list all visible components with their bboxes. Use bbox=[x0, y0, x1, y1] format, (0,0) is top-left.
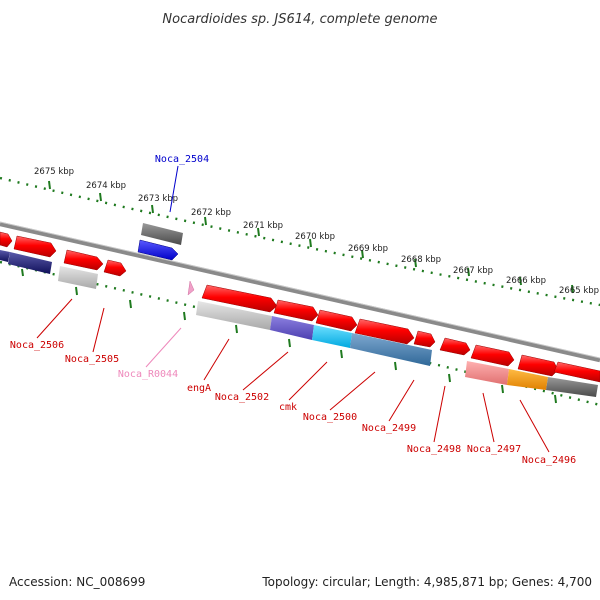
gene-label[interactable]: Noca_2500 bbox=[303, 412, 357, 423]
band-segment[interactable] bbox=[270, 316, 314, 340]
gene-arrow[interactable] bbox=[201, 284, 278, 313]
gene-arrow[interactable] bbox=[0, 231, 13, 248]
noca-2504-feature bbox=[137, 223, 183, 261]
gene-arrow[interactable] bbox=[103, 259, 127, 277]
gene-arrow[interactable] bbox=[315, 309, 358, 332]
gene-label[interactable]: Noca_2498 bbox=[407, 444, 461, 455]
band-segment[interactable] bbox=[0, 250, 10, 262]
gene-label[interactable]: engA bbox=[187, 383, 211, 394]
ruler-tick-label: 2669 kbp bbox=[348, 244, 388, 254]
leader-line bbox=[288, 361, 328, 401]
ruler-tick-label: 2675 kbp bbox=[34, 167, 74, 177]
ruler-tick-label: 2666 kbp bbox=[506, 276, 546, 286]
leader-line bbox=[145, 327, 182, 368]
accession-text: Accession: NC_008699 bbox=[9, 575, 145, 589]
gene-label[interactable]: Noca_2499 bbox=[362, 423, 416, 434]
gene-arrow[interactable] bbox=[137, 239, 179, 261]
ruler-tick-label: 2665 kbp bbox=[559, 286, 599, 296]
band-segment[interactable] bbox=[196, 301, 272, 330]
gene-arrow[interactable] bbox=[553, 361, 600, 383]
ruler-tick-label: 2672 kbp bbox=[191, 208, 231, 218]
gene-label[interactable]: Noca_2502 bbox=[215, 392, 269, 403]
leader-line bbox=[433, 385, 446, 443]
genome-summary-text: Topology: circular; Length: 4,985,871 bp… bbox=[261, 575, 592, 589]
band-segment[interactable] bbox=[58, 266, 98, 289]
gene-labels: Noca_2504 Noca_2506 Noca_2505 Noca_R0044… bbox=[10, 154, 576, 466]
gene-arrow[interactable] bbox=[354, 318, 415, 345]
band-segment[interactable] bbox=[350, 333, 432, 366]
leader-line bbox=[519, 399, 550, 453]
band-segment[interactable] bbox=[507, 369, 548, 390]
ruler-tick-label: 2671 kbp bbox=[243, 221, 283, 231]
leader-line bbox=[36, 298, 73, 339]
gene-label[interactable]: Noca_2497 bbox=[467, 444, 521, 455]
ruler-tick-labels: 2675 kbp 2674 kbp 2673 kbp 2672 kbp 2671… bbox=[34, 167, 599, 296]
gene-arrow[interactable] bbox=[470, 344, 515, 367]
genome-backbone bbox=[0, 221, 600, 363]
band-segment[interactable] bbox=[312, 325, 352, 348]
leader-line bbox=[92, 307, 105, 353]
leader-line bbox=[388, 379, 415, 422]
gene-label[interactable]: Noca_2504 bbox=[155, 154, 209, 165]
band-segment[interactable] bbox=[8, 252, 52, 274]
leader-line bbox=[482, 392, 495, 443]
gene-label[interactable]: Noca_2496 bbox=[522, 455, 576, 466]
gene-label[interactable]: Noca_2505 bbox=[65, 354, 119, 365]
ruler-tick-label: 2667 kbp bbox=[453, 266, 493, 276]
gene-arrow[interactable] bbox=[273, 299, 319, 322]
leader-lines bbox=[36, 165, 550, 453]
leader-line bbox=[169, 165, 179, 213]
leader-line bbox=[329, 371, 376, 411]
gene-arrow[interactable] bbox=[63, 249, 104, 271]
map-title: Nocardioides sp. JS614, complete genome bbox=[162, 12, 437, 27]
forward-strand-genes bbox=[0, 231, 600, 383]
band-segment[interactable] bbox=[546, 377, 598, 397]
annotation-bands bbox=[0, 250, 598, 397]
rrna-marker[interactable] bbox=[187, 280, 195, 296]
gene-box[interactable] bbox=[141, 223, 183, 245]
gene-arrow[interactable] bbox=[517, 354, 559, 377]
ruler-ticks bbox=[48, 180, 574, 294]
ruler-tick-label: 2668 kbp bbox=[401, 255, 441, 265]
leader-line bbox=[242, 351, 289, 391]
gene-arrow[interactable] bbox=[413, 330, 436, 348]
gene-label[interactable]: Noca_R0044 bbox=[118, 369, 178, 380]
inner-ticks bbox=[21, 268, 557, 404]
gene-label[interactable]: cmk bbox=[279, 402, 297, 413]
gene-arrow[interactable] bbox=[13, 235, 57, 258]
ruler-tick-label: 2673 kbp bbox=[138, 194, 178, 204]
ruler-tick-label: 2670 kbp bbox=[295, 232, 335, 242]
gene-arrow[interactable] bbox=[439, 337, 471, 356]
gene-label[interactable]: Noca_2506 bbox=[10, 340, 64, 351]
genome-backbone-highlight bbox=[0, 221, 600, 359]
band-segment[interactable] bbox=[465, 361, 509, 385]
ruler-dotted-arc bbox=[0, 176, 600, 307]
ruler-tick-label: 2674 kbp bbox=[86, 181, 126, 191]
leader-line bbox=[203, 338, 230, 381]
